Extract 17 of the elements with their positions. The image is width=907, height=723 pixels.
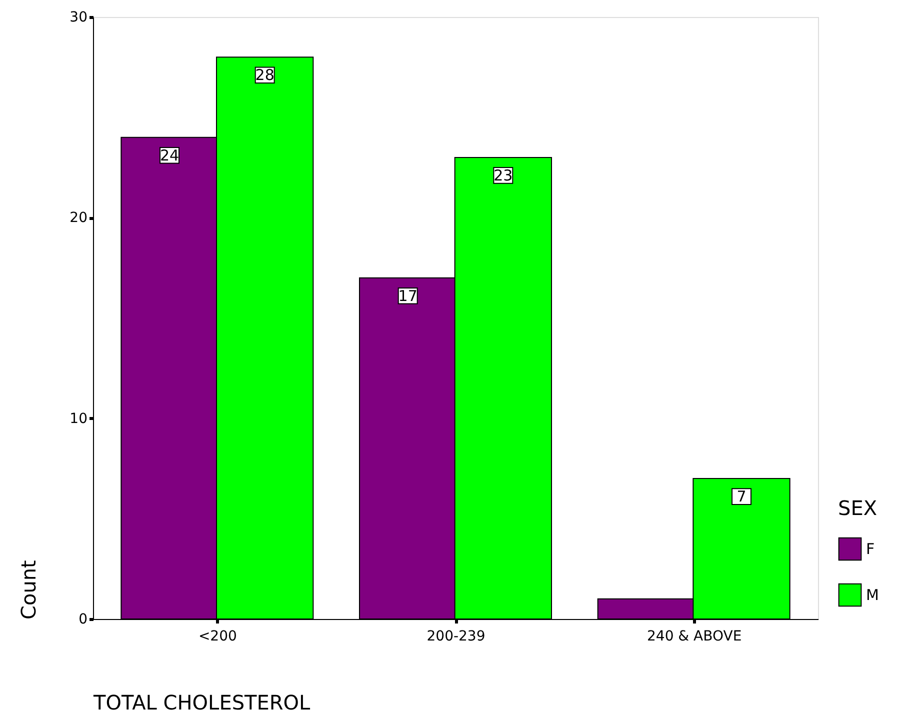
x-tick-label: 240 & ABOVE: [646, 628, 742, 644]
y-tick-label: 20: [70, 210, 88, 226]
x-axis-title: TOTAL CHOLESTEROL: [92, 690, 312, 714]
x-tick-label: <200: [198, 628, 237, 644]
x-tick-label: 200-239: [426, 628, 486, 644]
y-tick-label: 30: [70, 10, 88, 26]
y-axis-title: Count: [16, 560, 41, 620]
legend-label: F: [866, 540, 875, 558]
y-tick-label: 0: [78, 612, 88, 628]
data-label: 17: [398, 286, 418, 305]
legend-title: SEX: [838, 496, 878, 520]
data-label: 23: [494, 166, 513, 184]
data-label: 28: [255, 66, 274, 84]
data-label: 7: [736, 488, 746, 506]
y-tick-label: 10: [70, 410, 88, 427]
data-label: 24: [160, 146, 180, 164]
legend-label: M: [866, 586, 879, 604]
